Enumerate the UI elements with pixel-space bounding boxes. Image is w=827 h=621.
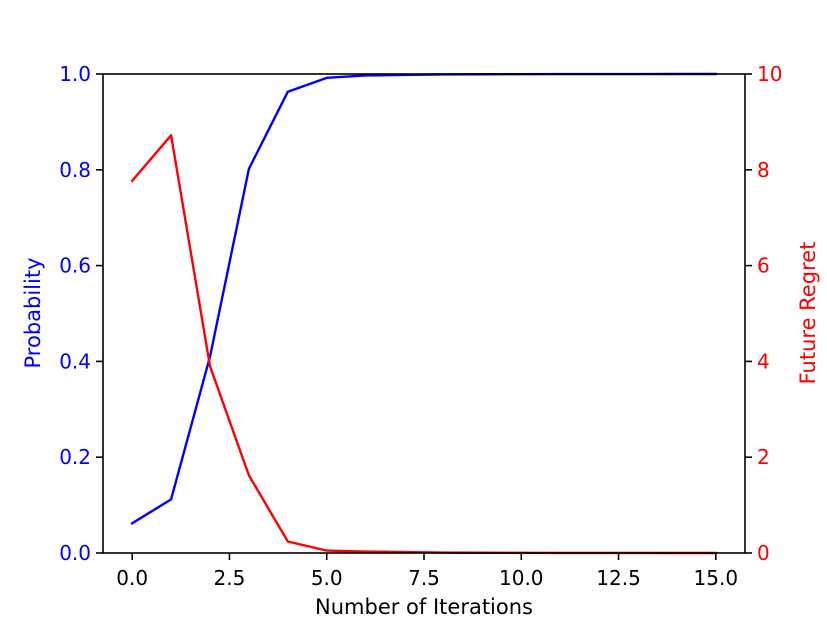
y-right-tick-label: 2 [757,445,770,469]
x-tick-label: 10.0 [499,566,544,590]
y-left-tick-label: 0.4 [59,349,91,373]
y-left-tick-label: 0.6 [59,254,91,278]
y-left-tick-label: 0.8 [59,158,91,182]
y-axis-right: 0 2 4 6 8 10 [745,62,782,565]
y-right-tick-label: 4 [757,349,770,373]
y-axis-right-title: Future Regret [796,242,820,385]
y-axis-left-title: Probability [21,257,45,368]
y-left-tick-label: 1.0 [59,62,91,86]
y-right-tick-label: 10 [757,62,782,86]
x-tick-label: 12.5 [596,566,641,590]
y-left-tick-label: 0.0 [59,541,91,565]
x-tick-label: 5.0 [311,566,343,590]
y-axis-left: 0.0 0.2 0.4 0.6 0.8 1.0 [59,62,103,565]
y-right-tick-label: 6 [757,254,770,278]
x-tick-label: 0.0 [116,566,148,590]
y-right-tick-label: 0 [757,541,770,565]
y-left-tick-label: 0.2 [59,445,91,469]
y-right-tick-label: 8 [757,158,770,182]
x-axis-title: Number of Iterations [315,595,533,619]
x-axis: 0.0 2.5 5.0 7.5 10.0 12.5 15.0 [116,553,738,590]
x-tick-label: 15.0 [694,566,739,590]
x-tick-label: 2.5 [214,566,246,590]
plot-area [103,74,745,553]
x-tick-label: 7.5 [408,566,440,590]
